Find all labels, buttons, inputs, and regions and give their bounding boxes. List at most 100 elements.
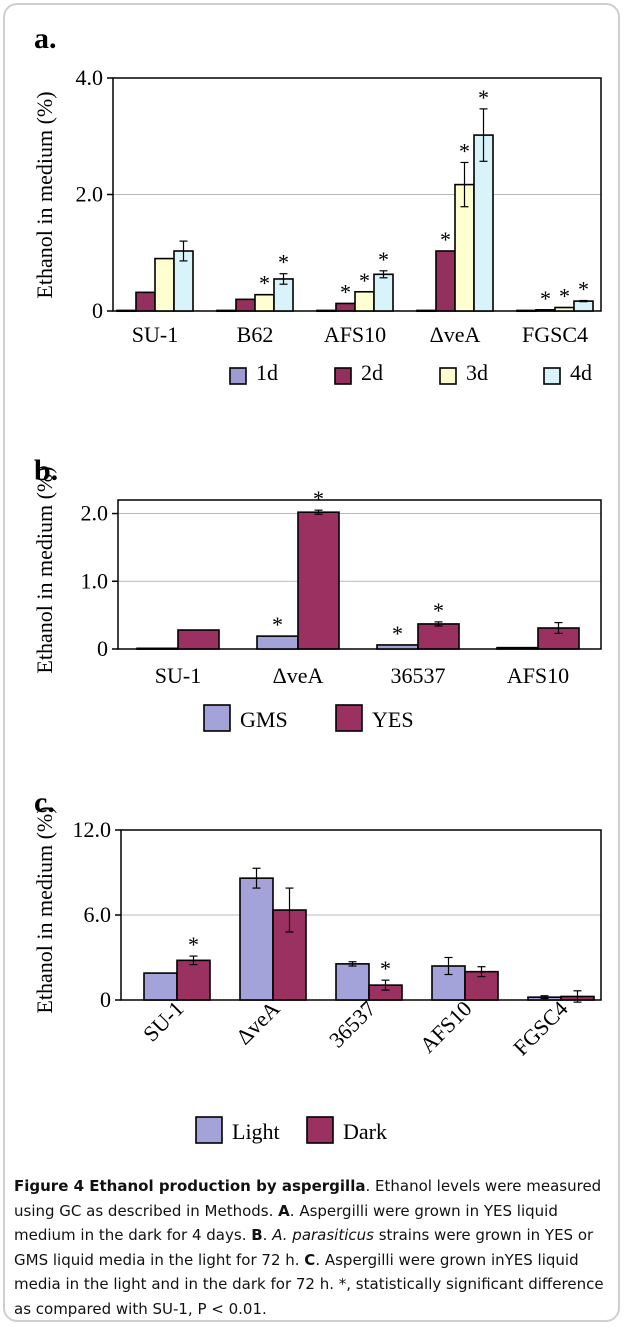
legend-swatch-4d: [543, 367, 561, 385]
category-label: ΔveA: [231, 996, 285, 1050]
bar-gms-2: [256, 635, 299, 650]
bar-3d-3: [354, 290, 375, 312]
caption-a-label: A: [278, 1201, 290, 1220]
category-label: 36537: [324, 996, 381, 1053]
bar-1d-2: [216, 309, 237, 313]
y-tick-label: 1.0: [81, 568, 109, 593]
bar-2d-2: [235, 298, 256, 312]
legend-swatch-2d: [334, 367, 352, 385]
bar-1d-3: [316, 309, 337, 313]
figure-frame: [3, 3, 620, 1322]
caption-b-text: strains were grown in YES or GMS liquid …: [14, 1226, 594, 1269]
panel-letter: c.: [34, 786, 55, 819]
category-label: B62: [237, 322, 274, 347]
y-tick-label: 2.0: [76, 182, 104, 207]
legend-label-3d: 3d: [466, 360, 488, 385]
chart-panel-1: a. 4.0 2.0 0 Ethanol in medium (%) SU-1 * * B62 *…: [32, 22, 602, 385]
y-tick-label: 0: [100, 987, 111, 1012]
bar-gms-1: [136, 647, 179, 650]
figure-caption: Figure 4 Ethanol production by aspergill…: [14, 1174, 610, 1321]
panel-letter: b.: [34, 454, 58, 487]
chart-panel-2: b. 2.0 1.0 0 Ethanol in medium (%) SU-1 * * ΔveA…: [32, 454, 602, 732]
bar-4d-5: [573, 300, 594, 312]
bar-light-3: [335, 963, 370, 1001]
bar-2d-4: [435, 250, 456, 312]
caption-title: Figure 4 Ethanol production by aspergill…: [14, 1177, 366, 1195]
significance-star: *: [540, 286, 551, 311]
significance-star: *: [313, 486, 324, 511]
bar-1d-4: [416, 309, 437, 313]
category-label: 36537: [391, 663, 446, 688]
legend-swatch-3d: [439, 367, 457, 385]
legend-label-1d: 1d: [256, 360, 278, 385]
significance-star: *: [340, 279, 351, 304]
bar-3d-2: [254, 293, 275, 312]
legend-swatch-dark: [306, 1116, 334, 1144]
significance-star: *: [378, 247, 389, 272]
significance-star: *: [272, 612, 283, 637]
category-label: FGSC4: [522, 322, 588, 347]
y-tick-label: 2.0: [81, 501, 109, 526]
significance-star: *: [459, 138, 470, 163]
category-label: SU-1: [132, 322, 178, 347]
legend-swatch-gms: [203, 704, 231, 732]
legend-label-2d: 2d: [361, 360, 383, 385]
bar-2d-1: [135, 291, 156, 312]
bar-yes-3: [417, 623, 460, 650]
bar-2d-3: [335, 302, 356, 312]
bar-1d-1: [116, 309, 137, 313]
category-label: AFS10: [324, 322, 386, 347]
significance-star: *: [440, 227, 451, 252]
y-tick-label: 6.0: [84, 902, 112, 927]
chart-panel-3: c. 12.0 6.0 0 Ethanol in medium (%) * SU-1 ΔveA…: [32, 786, 602, 1144]
category-label: AFS10: [507, 663, 569, 688]
significance-star: *: [478, 85, 489, 110]
category-label: SU-1: [138, 996, 189, 1047]
y-tick-label: 0: [97, 636, 108, 661]
y-axis-label: Ethanol in medium (%): [32, 806, 57, 1013]
caption-a-text: . Aspergilli were grown in YES liquid me…: [14, 1201, 558, 1245]
significance-star: *: [392, 621, 403, 646]
figure-charts: a. 4.0 2.0 0 Ethanol in medium (%) SU-1 * * B62 *…: [32, 22, 602, 1144]
bar-yes-2: [297, 511, 340, 650]
bar-3d-1: [154, 257, 175, 312]
significance-star: *: [359, 268, 370, 293]
significance-star: *: [380, 956, 391, 981]
category-label: AFS10: [415, 996, 477, 1058]
caption-b-dot: .: [262, 1226, 273, 1244]
y-axis-label: Ethanol in medium (%): [32, 466, 57, 673]
category-label: ΔveA: [273, 663, 324, 688]
bar-light-1: [143, 972, 178, 1001]
significance-star: *: [259, 271, 270, 296]
significance-star: *: [188, 932, 199, 957]
significance-star: *: [559, 284, 570, 309]
category-label: FGSC4: [508, 996, 572, 1060]
legend-label-yes: YES: [372, 707, 414, 732]
y-tick-label: 4.0: [76, 65, 104, 90]
bar-light-4: [431, 965, 466, 1001]
legend-swatch-yes: [335, 704, 363, 732]
y-tick-label: 0: [92, 298, 103, 323]
caption-c-text: . Aspergilli were grown inYES liquid med…: [14, 1250, 604, 1318]
bar-4d-3: [373, 273, 394, 312]
legend-label-gms: GMS: [240, 707, 288, 732]
panel-letter: a.: [34, 22, 57, 55]
significance-star: *: [578, 277, 589, 302]
caption-c-label: C: [304, 1250, 316, 1269]
y-tick-label: 12.0: [73, 817, 112, 842]
caption-b-species: A. parasiticus: [272, 1226, 374, 1244]
legend-label-4d: 4d: [570, 360, 592, 385]
legend-swatch-1d: [229, 367, 247, 385]
legend-label-dark: Dark: [343, 1119, 387, 1144]
legend-label-light: Light: [232, 1119, 280, 1144]
bar-gms-4: [496, 646, 539, 650]
bar-yes-1: [177, 629, 220, 650]
caption-text-1: . Ethanol levels were measured using GC …: [14, 1177, 602, 1220]
legend-swatch-light: [195, 1116, 223, 1144]
significance-star: *: [433, 598, 444, 623]
plot-frame: [117, 499, 602, 650]
caption-b-label: B: [251, 1226, 263, 1244]
bar-light-2: [239, 877, 274, 1001]
y-axis-label: Ethanol in medium (%): [32, 91, 57, 298]
bar-dark-1: [176, 959, 211, 1001]
